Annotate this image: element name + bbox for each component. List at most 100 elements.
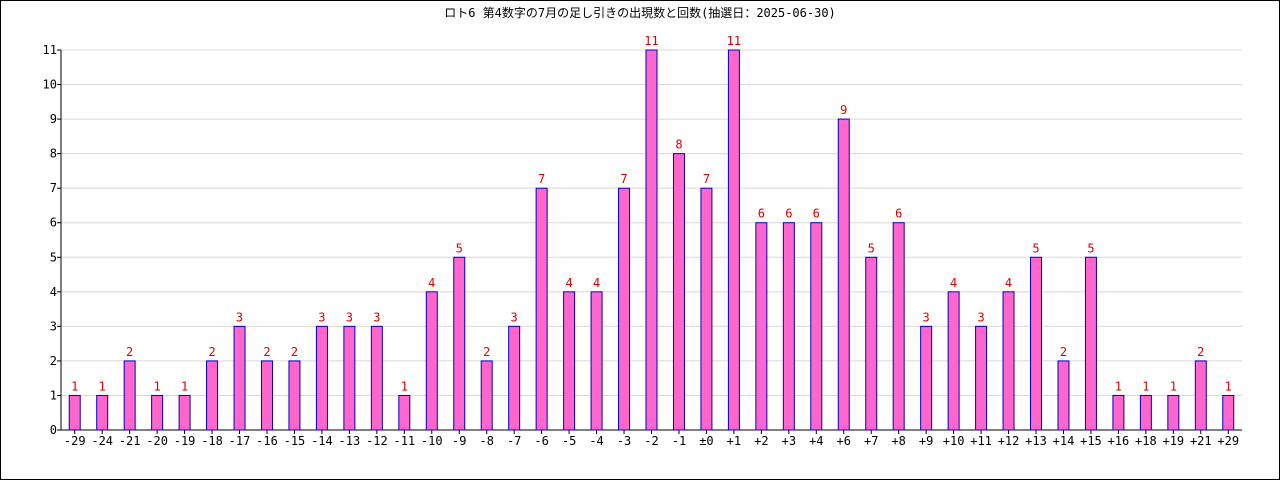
data-label: 4: [428, 276, 435, 290]
bar: [947, 291, 960, 431]
x-tick-label: -17: [229, 434, 251, 448]
data-label: 1: [99, 379, 106, 393]
x-tick-label: -15: [284, 434, 306, 448]
bar: [1167, 394, 1180, 431]
x-tick-label: +10: [943, 434, 965, 448]
bar: [315, 325, 328, 431]
data-label: 2: [1060, 345, 1067, 359]
bar: [96, 394, 109, 431]
x-tick-label: +7: [864, 434, 878, 448]
x-tick-label: +6: [837, 434, 851, 448]
x-tick-label: +29: [1217, 434, 1239, 448]
data-label: 5: [1032, 241, 1039, 255]
data-label: 3: [318, 310, 325, 324]
data-label: 4: [593, 276, 600, 290]
bar: [1194, 360, 1207, 431]
bar: [810, 222, 823, 431]
x-tick-label: -13: [339, 434, 361, 448]
x-tick-label: -20: [146, 434, 168, 448]
data-label: 5: [1087, 241, 1094, 255]
y-tick-label: 2: [50, 354, 57, 368]
data-label: 11: [644, 34, 658, 48]
x-tick-label: +18: [1135, 434, 1157, 448]
bar: [700, 187, 713, 431]
data-label: 6: [895, 207, 902, 221]
data-label: 1: [1115, 379, 1122, 393]
data-label: 2: [483, 345, 490, 359]
x-tick-label: -21: [119, 434, 141, 448]
data-label: 2: [208, 345, 215, 359]
bar: [865, 256, 878, 431]
data-label: 4: [950, 276, 957, 290]
data-label: 3: [346, 310, 353, 324]
bar: [892, 222, 905, 431]
bar: [1112, 394, 1125, 431]
x-tick-label: +14: [1053, 434, 1075, 448]
bar: [1222, 394, 1235, 431]
data-label: 4: [565, 276, 572, 290]
x-tick-label: -11: [393, 434, 415, 448]
data-label: 2: [1197, 345, 1204, 359]
bar: [1084, 256, 1097, 431]
x-tick-label: -4: [589, 434, 603, 448]
data-label: 7: [538, 172, 545, 186]
bar: [535, 187, 548, 431]
x-tick-label: -12: [366, 434, 388, 448]
data-label: 5: [868, 241, 875, 255]
x-tick-label: -19: [174, 434, 196, 448]
data-label: 1: [1142, 379, 1149, 393]
y-tick-label: 3: [50, 319, 57, 333]
x-tick-label: +15: [1080, 434, 1102, 448]
bar: [68, 394, 81, 431]
x-tick-label: -2: [644, 434, 658, 448]
bar: [1002, 291, 1015, 431]
bar: [425, 291, 438, 431]
data-label: 7: [620, 172, 627, 186]
chart-title: ロト6 第4数字の7月の足し引きの出現数と回数(抽選日：2025-06-30): [444, 6, 836, 20]
data-label: 7: [703, 172, 710, 186]
bar: [727, 49, 740, 431]
x-tick-label: +19: [1162, 434, 1184, 448]
x-tick-label: -29: [64, 434, 86, 448]
y-tick-label: 8: [50, 147, 57, 161]
x-tick-label: +4: [809, 434, 823, 448]
x-tick-label: +2: [754, 434, 768, 448]
y-tick-label: 7: [50, 181, 57, 195]
y-tick-label: 6: [50, 216, 57, 230]
x-tick-label: -24: [91, 434, 113, 448]
x-tick-label: -9: [452, 434, 466, 448]
x-tick-label: -8: [479, 434, 493, 448]
y-tick-label: 5: [50, 250, 57, 264]
bar: [480, 360, 493, 431]
data-label: 3: [236, 310, 243, 324]
x-tick-label: ±0: [699, 434, 713, 448]
bar: [590, 291, 603, 431]
bar: [123, 360, 136, 431]
bar: [920, 325, 933, 431]
data-label: 1: [401, 379, 408, 393]
y-tick-label: 9: [50, 112, 57, 126]
x-tick-label: +11: [970, 434, 992, 448]
data-label: 2: [126, 345, 133, 359]
data-label: 1: [181, 379, 188, 393]
data-label: 5: [456, 241, 463, 255]
y-tick-label: 10: [43, 78, 57, 92]
data-label: 6: [758, 207, 765, 221]
bar: [453, 256, 466, 431]
x-tick-label: -3: [617, 434, 631, 448]
data-label: 6: [785, 207, 792, 221]
bar: [343, 325, 356, 431]
bar: [782, 222, 795, 431]
x-tick-label: +1: [727, 434, 741, 448]
data-label: 11: [727, 34, 741, 48]
x-tick-label: +21: [1190, 434, 1212, 448]
data-label: 1: [1170, 379, 1177, 393]
data-label: 9: [840, 103, 847, 117]
bar: [645, 49, 658, 431]
x-tick-label: -10: [421, 434, 443, 448]
data-label: 3: [977, 310, 984, 324]
bar: [1057, 360, 1070, 431]
x-tick-label: -7: [507, 434, 521, 448]
data-label: 8: [675, 138, 682, 152]
